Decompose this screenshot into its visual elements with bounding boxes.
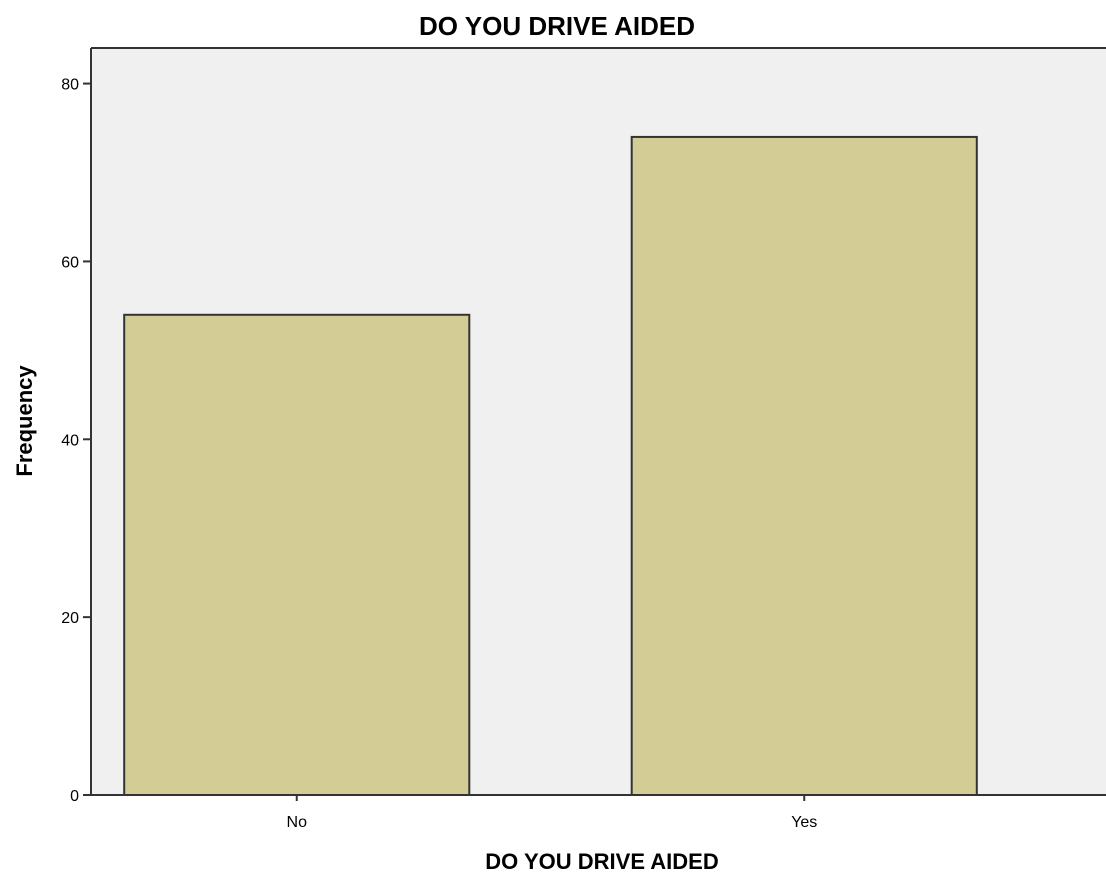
bar-no xyxy=(123,313,471,796)
y-tick-label: 80 xyxy=(61,77,79,94)
x-axis-label: DO YOU DRIVE AIDED xyxy=(485,849,718,874)
y-tick-label: 60 xyxy=(61,254,79,271)
y-tick-label: 40 xyxy=(61,432,79,449)
x-tick-label: No xyxy=(287,814,308,831)
x-tick-label: Yes xyxy=(791,814,817,831)
bar-yes xyxy=(630,135,978,796)
bars-group xyxy=(123,135,978,796)
y-axis-label: Frequency xyxy=(12,365,37,477)
chart-title: DO YOU DRIVE AIDED xyxy=(419,11,695,41)
y-ticks-group: 0 20 40 60 80 xyxy=(61,77,91,805)
x-ticks-group: No Yes xyxy=(287,795,817,831)
y-tick-label: 0 xyxy=(70,788,79,805)
y-tick-label: 20 xyxy=(61,610,79,627)
axes-group xyxy=(90,47,1106,796)
